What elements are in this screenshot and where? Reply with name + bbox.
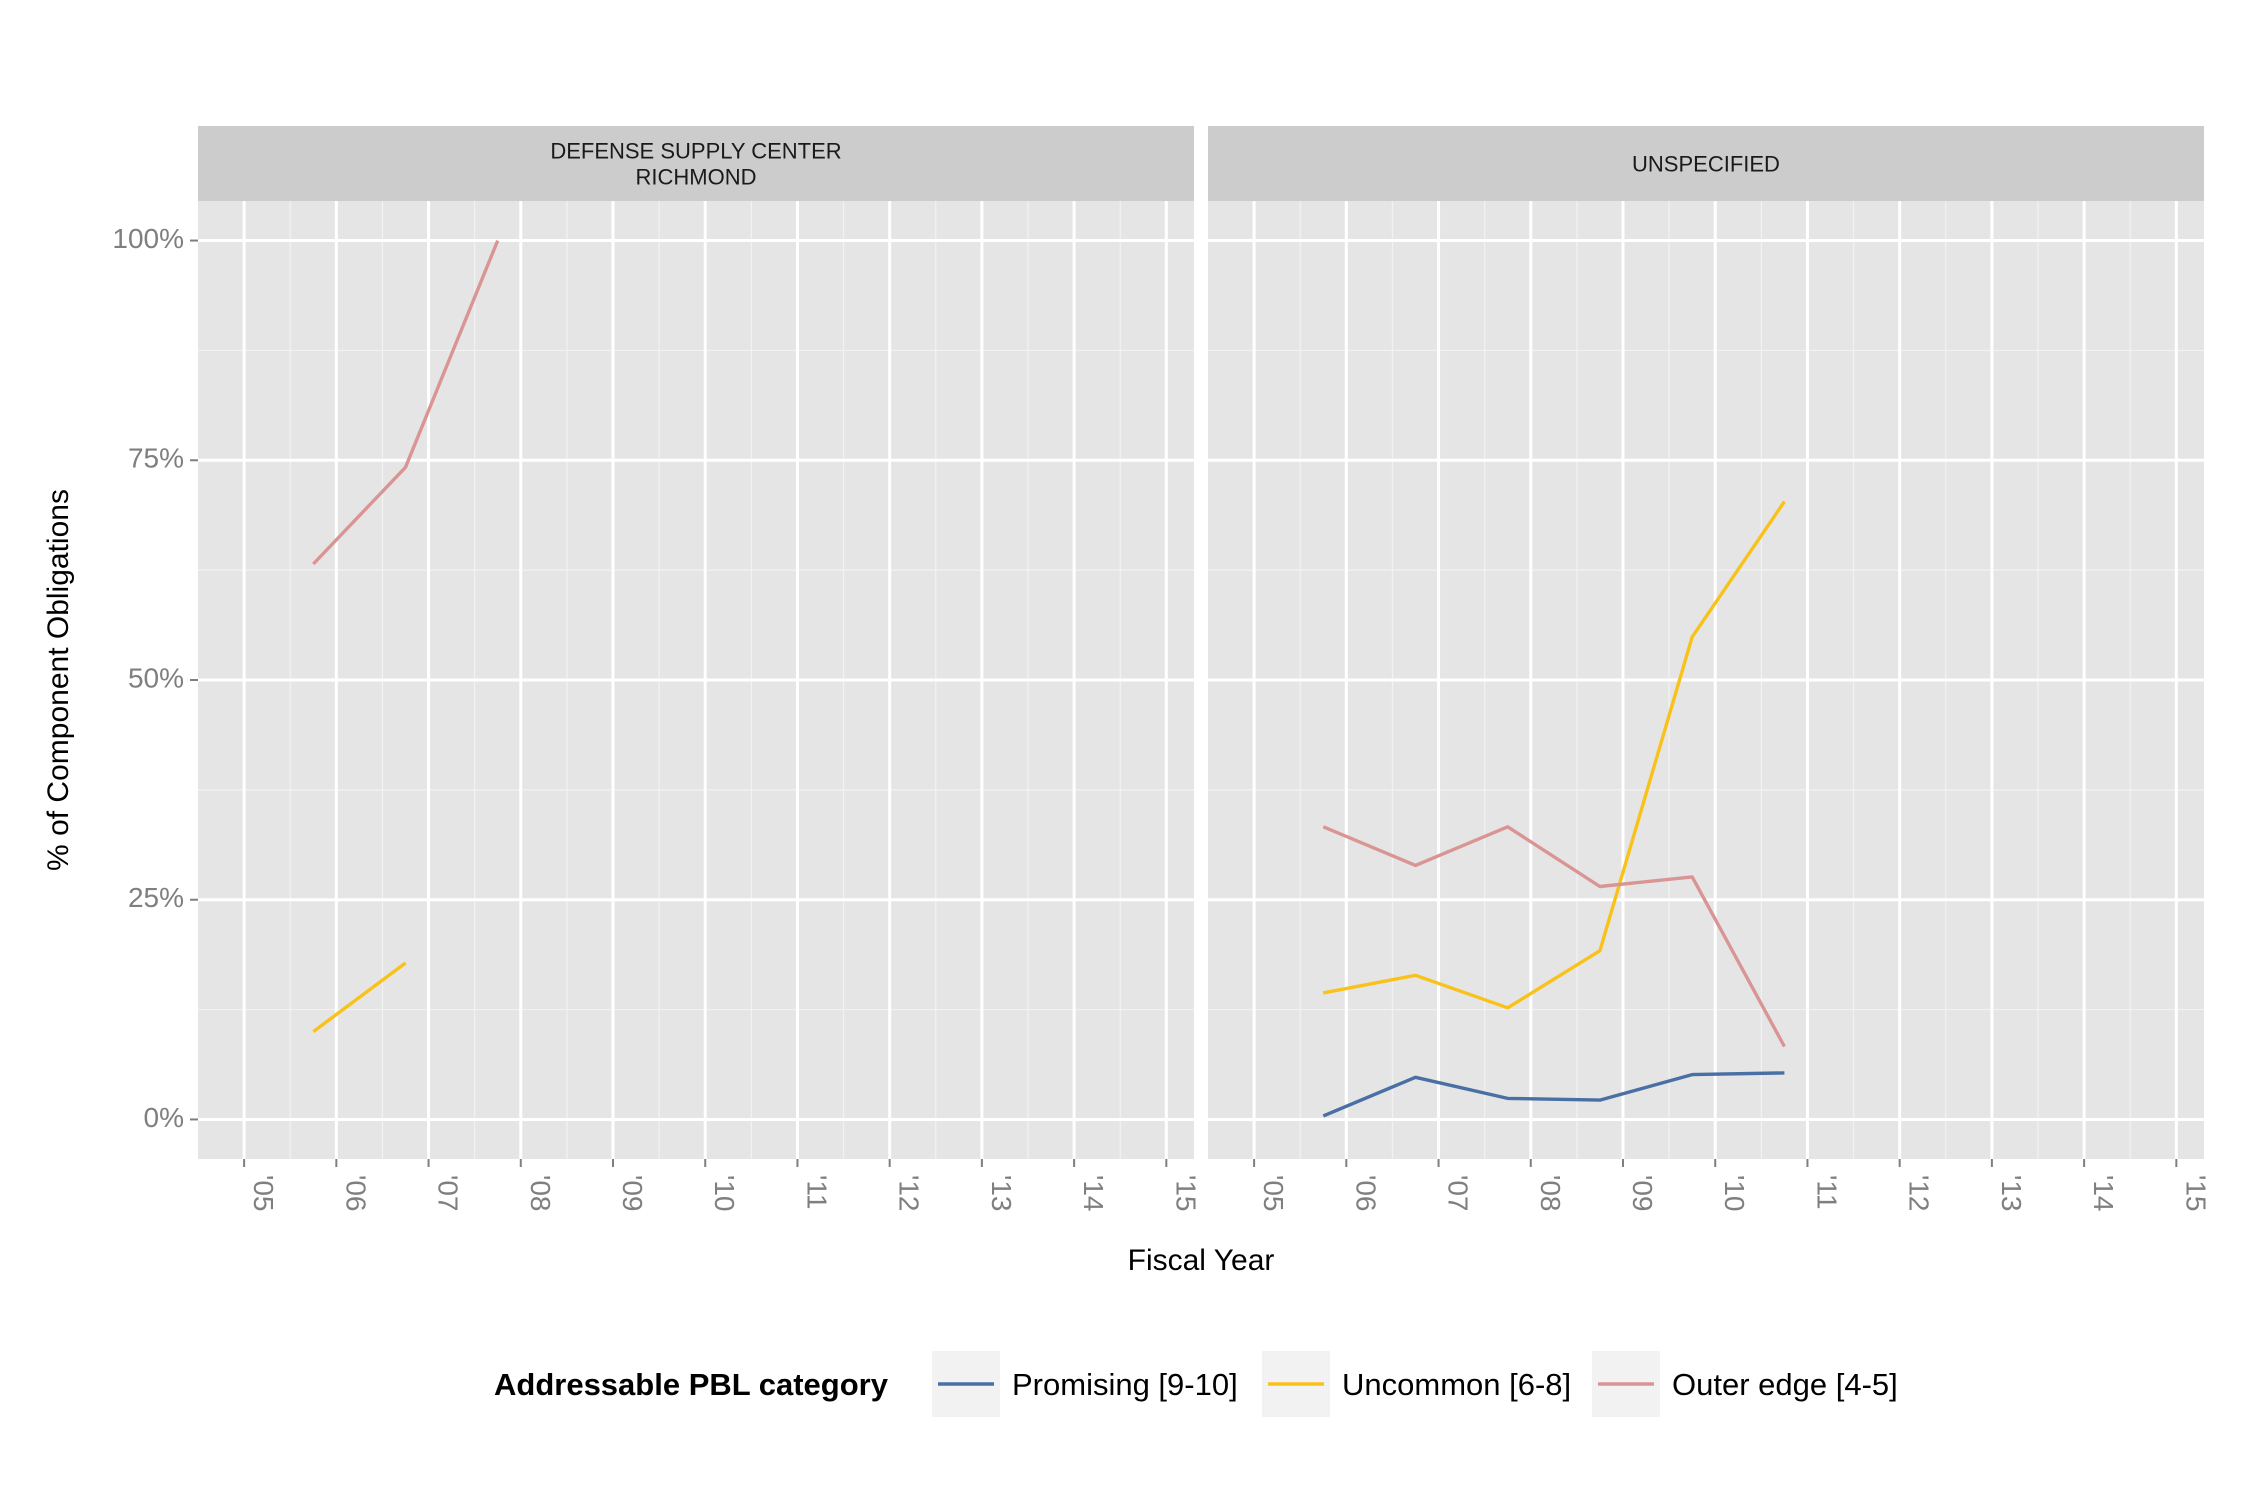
- y-axis: 0% 25% 50% 75% 100%: [112, 223, 198, 1133]
- x-tick-label: '07: [433, 1175, 464, 1212]
- y-axis-title: % of Component Obligations: [42, 489, 75, 871]
- series-line: [1322, 825, 1786, 1048]
- x-axis: '05 '06 '07 '08 '09 '10 '11 '12 '13 '14 '15 '05 '06 '…: [243, 1159, 2211, 1212]
- y-tick-label: 25%: [128, 882, 184, 913]
- x-tick-label: '08: [525, 1175, 556, 1212]
- x-tick-label: '15: [2180, 1175, 2211, 1212]
- x-tick-label: '13: [986, 1175, 1017, 1212]
- legend-entry-label: Promising [9-10]: [1012, 1367, 1238, 1402]
- x-axis-title: Fiscal Year: [1128, 1244, 1275, 1277]
- facet-strip-title: RICHMOND: [636, 165, 757, 190]
- series-line: [312, 239, 500, 566]
- series-line: [312, 961, 407, 1033]
- x-tick-label: '08: [1535, 1175, 1566, 1212]
- facet-strip: [1208, 126, 2204, 201]
- legend-title: Addressable PBL category: [494, 1367, 889, 1402]
- x-tick-label: '15: [1170, 1175, 1201, 1212]
- y-tick-label: 100%: [112, 223, 184, 254]
- x-tick-label: '12: [894, 1175, 925, 1212]
- x-tick-label: '11: [801, 1175, 832, 1209]
- x-tick-label: '05: [248, 1175, 279, 1212]
- y-tick-label: 50%: [128, 662, 184, 693]
- legend-entry-label: Outer edge [4-5]: [1672, 1367, 1898, 1402]
- x-tick-label: '10: [1719, 1175, 1750, 1212]
- x-tick-label: '06: [1350, 1175, 1381, 1212]
- x-tick-label: '07: [1443, 1175, 1474, 1212]
- x-tick-label: '13: [1996, 1175, 2027, 1212]
- x-tick-label: '09: [1627, 1175, 1658, 1212]
- x-tick-label: '09: [617, 1175, 648, 1212]
- facet-strip-title: UNSPECIFIED: [1632, 152, 1780, 177]
- legend: Addressable PBL category Promising [9-10…: [494, 1351, 1898, 1417]
- series-line: [1322, 1071, 1785, 1118]
- series-line: [1322, 500, 1786, 1010]
- facet-strip-title: DEFENSE SUPPLY CENTER: [550, 139, 841, 164]
- x-tick-label: '14: [1078, 1175, 1109, 1212]
- x-tick-label: '12: [1904, 1175, 1935, 1212]
- x-tick-label: '11: [1811, 1175, 1842, 1209]
- legend-entry-label: Uncommon [6-8]: [1342, 1367, 1571, 1402]
- facet-strip: [198, 126, 1194, 201]
- y-tick-label: 0%: [144, 1102, 184, 1133]
- x-tick-label: '10: [709, 1175, 740, 1212]
- x-tick-label: '06: [340, 1175, 371, 1212]
- facet-panel: UNSPECIFIED: [1208, 126, 2204, 1159]
- y-tick-label: 75%: [128, 443, 184, 474]
- x-tick-label: '05: [1258, 1175, 1289, 1212]
- x-tick-label: '14: [2088, 1175, 2119, 1212]
